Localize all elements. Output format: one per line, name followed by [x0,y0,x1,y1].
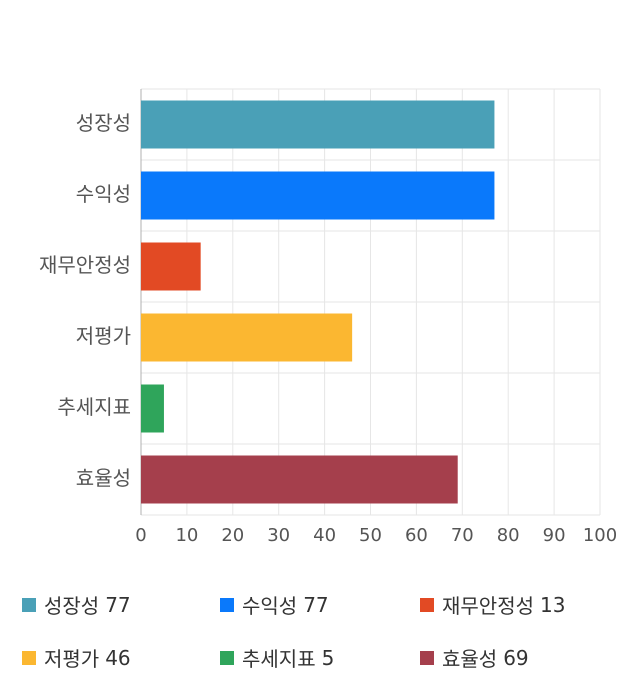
bar [141,242,201,291]
x-tick-label: 50 [359,525,382,546]
category-label: 성장성 [76,111,131,135]
x-tick-label: 0 [135,525,146,546]
category-label: 수익성 [76,182,131,206]
bar [141,100,495,149]
x-tick-label: 70 [451,525,474,546]
bar [141,384,164,433]
legend-swatch [420,650,434,665]
legend-swatch [420,597,434,612]
x-tick-label: 40 [313,525,336,546]
category-label: 저평가 [76,324,131,348]
legend-value: 46 [105,645,131,670]
bar [141,455,458,504]
legend-value: 77 [105,592,131,617]
legend-label: 재무안정성 [442,594,534,618]
legend-label: 수익성 [242,594,298,618]
legend-value: 13 [540,592,566,617]
legend-value: 77 [303,592,329,617]
legend-label: 효율성 [442,647,498,671]
x-tick-label: 30 [267,525,290,546]
x-tick-label: 60 [405,525,428,546]
x-tick-label: 100 [583,525,617,546]
legend-swatch [220,650,234,665]
legend-item-efficiency: 효율성 69 [420,643,529,672]
legend-label: 성장성 [44,594,100,618]
legend-item-profitability: 수익성 77 [220,590,329,619]
legend-label: 추세지표 [242,647,316,671]
legend-item-stability: 재무안정성 13 [420,590,565,619]
category-label: 추세지표 [57,395,131,419]
x-tick-label: 90 [543,525,566,546]
bar [141,313,353,362]
x-tick-label: 10 [175,525,198,546]
legend-value: 69 [503,645,529,670]
legend-swatch [220,597,234,612]
legend-item-trend: 추세지표 5 [220,643,334,672]
legend-item-growth: 성장성 77 [22,590,131,619]
x-tick-label: 80 [497,525,520,546]
legend-value: 5 [321,645,335,670]
legend-swatch [22,650,36,665]
legend-swatch [22,597,36,612]
legend-item-undervalued: 저평가 46 [22,643,131,672]
category-label: 재무안정성 [39,253,131,277]
bar [141,171,495,220]
x-tick-label: 20 [221,525,244,546]
category-label: 효율성 [76,466,131,490]
legend-label: 저평가 [44,647,100,671]
